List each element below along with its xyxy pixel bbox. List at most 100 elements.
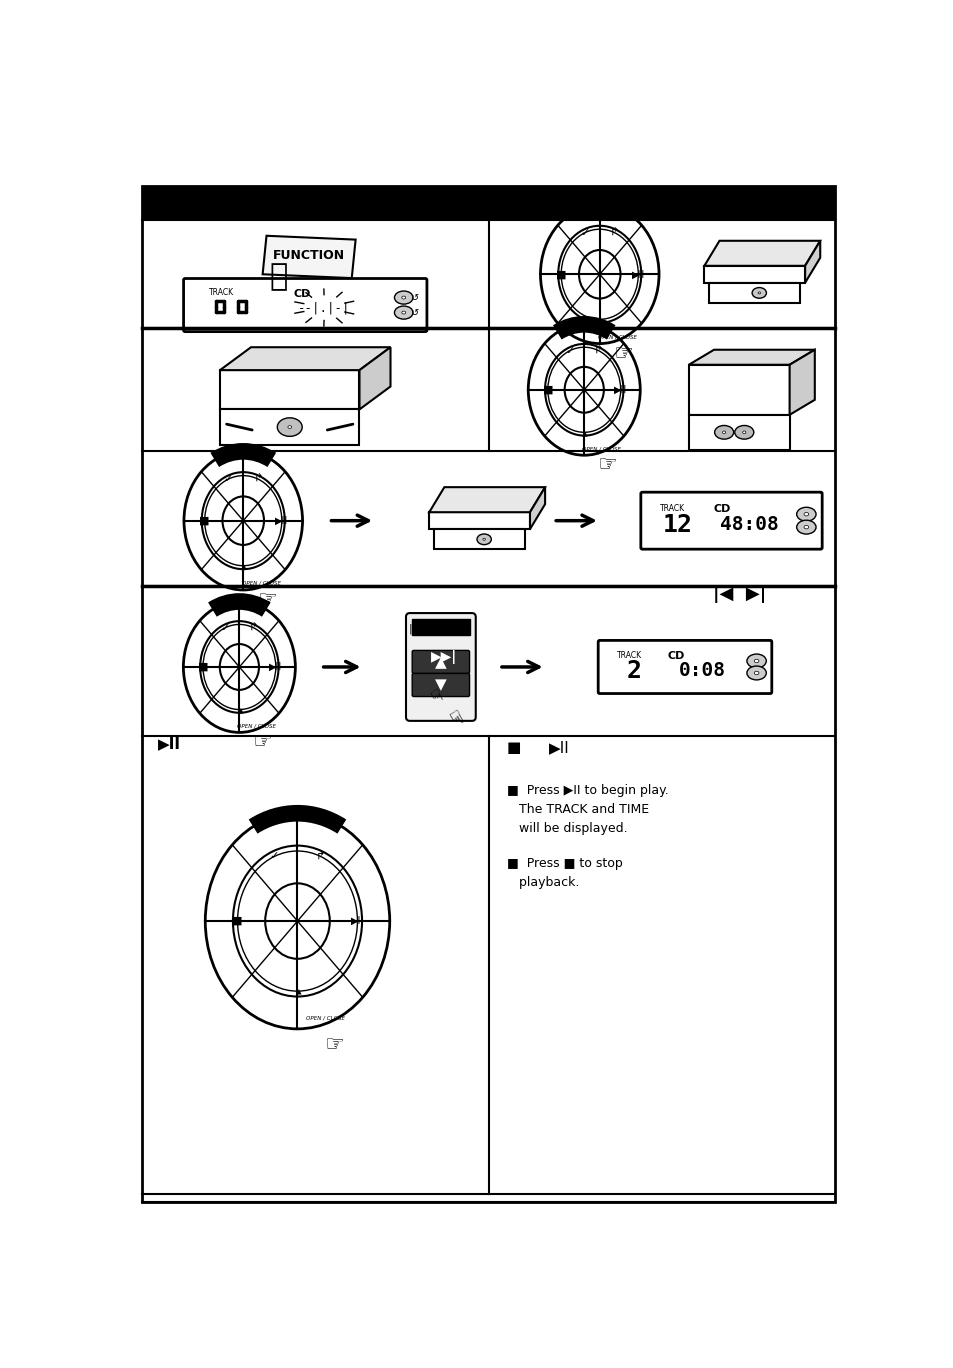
Polygon shape (429, 512, 530, 529)
Text: will be displayed.: will be displayed. (506, 822, 627, 836)
Polygon shape (262, 235, 355, 278)
Text: ✓: ✓ (224, 475, 233, 484)
Text: ■: ■ (506, 740, 520, 755)
Text: ◂: ◂ (594, 316, 604, 321)
Text: ▶II: ▶II (158, 736, 181, 751)
Text: OPEN / CLOSE: OPEN / CLOSE (236, 724, 275, 728)
Polygon shape (530, 487, 544, 529)
Text: 0:08: 0:08 (678, 662, 725, 680)
Text: |◀  ▶|: |◀ ▶| (712, 586, 765, 603)
Text: OPEN / CLOSE: OPEN / CLOSE (305, 1015, 344, 1021)
Ellipse shape (578, 250, 619, 298)
Text: ▶II: ▶II (351, 917, 364, 926)
Text: ☞: ☞ (324, 1036, 344, 1055)
Text: OPEN / CLOSE: OPEN / CLOSE (241, 580, 280, 586)
Text: ▶▶|: ▶▶| (452, 624, 473, 635)
Text: 12: 12 (662, 513, 692, 538)
Text: OPEN / CLOSE: OPEN / CLOSE (581, 446, 619, 451)
Text: CD: CD (713, 503, 730, 514)
Text: ■: ■ (233, 917, 243, 926)
Polygon shape (220, 347, 390, 371)
Text: |◀◀: |◀◀ (409, 624, 429, 635)
Ellipse shape (754, 672, 759, 674)
Text: ✓: ✓ (220, 622, 230, 632)
Polygon shape (804, 241, 820, 283)
Text: ☞: ☞ (613, 343, 633, 364)
Polygon shape (434, 529, 524, 550)
Ellipse shape (401, 311, 405, 315)
Text: ■  Press ▶II to begin play.: ■ Press ▶II to begin play. (506, 784, 668, 796)
Text: ☞: ☞ (423, 687, 446, 709)
Text: ▶II: ▶II (614, 384, 627, 395)
Ellipse shape (751, 287, 765, 298)
Text: FUNCTION: FUNCTION (273, 249, 345, 261)
Polygon shape (688, 350, 814, 365)
Ellipse shape (219, 644, 258, 689)
Text: ▶II: ▶II (269, 662, 282, 672)
FancyBboxPatch shape (142, 186, 835, 220)
Text: TRACK: TRACK (617, 651, 641, 661)
Text: ◂: ◂ (238, 562, 248, 569)
Text: CD: CD (667, 651, 684, 661)
Text: TRACK: TRACK (209, 289, 234, 297)
Polygon shape (359, 347, 390, 409)
Text: ▶II: ▶II (631, 269, 644, 279)
Text: 48:08: 48:08 (720, 516, 778, 535)
Ellipse shape (394, 291, 413, 304)
Text: ■: ■ (542, 384, 553, 395)
Text: ■: ■ (197, 662, 208, 672)
Ellipse shape (714, 425, 733, 439)
Text: ☞: ☞ (440, 707, 465, 732)
Text: ▲: ▲ (435, 655, 446, 670)
Ellipse shape (803, 525, 808, 529)
Text: ◂: ◂ (234, 707, 244, 713)
Text: ▶II: ▶II (274, 516, 288, 525)
Polygon shape (703, 241, 820, 265)
Polygon shape (220, 409, 359, 445)
Ellipse shape (746, 666, 765, 680)
Text: ✊: ✊ (269, 263, 287, 291)
Polygon shape (688, 365, 789, 415)
FancyBboxPatch shape (183, 279, 427, 331)
Text: ■  Press ■ to stop: ■ Press ■ to stop (506, 856, 622, 870)
Ellipse shape (564, 367, 603, 413)
Text: ☞: ☞ (252, 732, 272, 752)
Ellipse shape (746, 654, 765, 668)
Text: ↱: ↱ (593, 346, 602, 356)
Polygon shape (429, 487, 544, 512)
Text: ◂: ◂ (578, 430, 589, 435)
Text: 2: 2 (626, 659, 640, 683)
Text: The TRACK and TIME: The TRACK and TIME (506, 803, 648, 815)
Ellipse shape (222, 497, 264, 544)
Text: OPEN / CLOSE: OPEN / CLOSE (598, 334, 637, 339)
Text: ↱: ↱ (315, 851, 325, 862)
FancyBboxPatch shape (412, 618, 469, 635)
Ellipse shape (721, 431, 725, 434)
Polygon shape (688, 415, 789, 450)
FancyBboxPatch shape (406, 613, 476, 721)
Ellipse shape (742, 431, 745, 434)
Ellipse shape (796, 508, 815, 521)
FancyBboxPatch shape (598, 640, 771, 694)
Text: ☞: ☞ (256, 591, 276, 610)
Text: --|.|-|: --|.|-| (298, 301, 351, 315)
Ellipse shape (401, 295, 405, 300)
Ellipse shape (394, 306, 413, 319)
Ellipse shape (277, 417, 302, 436)
Text: ▶II: ▶II (549, 740, 570, 755)
Polygon shape (703, 265, 804, 283)
FancyBboxPatch shape (412, 673, 469, 696)
Text: ■: ■ (199, 516, 210, 525)
Ellipse shape (754, 659, 759, 662)
Ellipse shape (734, 425, 753, 439)
Ellipse shape (482, 538, 485, 540)
Text: ↱: ↱ (249, 622, 258, 632)
Text: playback.: playback. (506, 876, 578, 889)
Ellipse shape (288, 425, 292, 428)
FancyBboxPatch shape (412, 650, 469, 673)
Polygon shape (709, 283, 800, 304)
Text: ■: ■ (556, 269, 566, 279)
Ellipse shape (476, 534, 491, 544)
Text: TRACK: TRACK (659, 505, 684, 513)
Text: ✓: ✓ (270, 851, 279, 862)
